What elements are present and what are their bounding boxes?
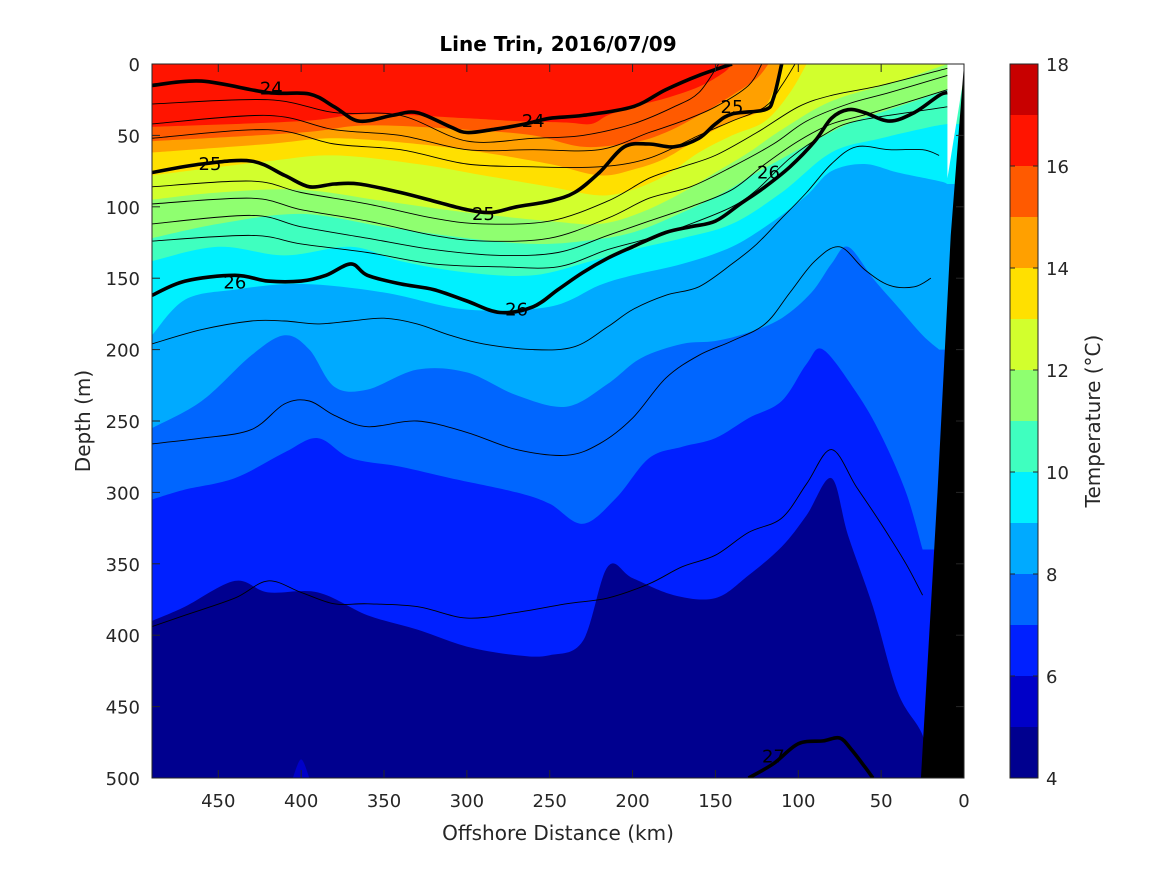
y-tick-label: 500: [106, 769, 140, 790]
y-axis: 0 50 100 150 200 250 300 350 400 450 500: [106, 55, 964, 790]
contour-label: 24: [260, 78, 283, 99]
colorbar-tick-label: 8: [1046, 565, 1057, 586]
x-tick-label: 200: [615, 791, 649, 812]
thin-density-contour: [152, 64, 763, 152]
colorbar-swatch: [1010, 574, 1038, 625]
x-tick-label: 450: [201, 791, 235, 812]
thin-density-contour: [152, 74, 948, 242]
colorbar-swatch: [1010, 166, 1038, 217]
thin-density-contour: [152, 106, 948, 269]
colorbar-swatch: [1010, 64, 1038, 115]
contour-label-group: 24 24 25 25 25 26 26 26 27: [199, 78, 785, 767]
y-tick-label: 400: [106, 626, 140, 647]
colorbar-swatch: [1010, 727, 1038, 778]
seafloor-mask: [920, 64, 964, 778]
thin-density-contour: [152, 449, 923, 628]
x-tick-label: 350: [367, 791, 401, 812]
y-tick-label: 200: [106, 341, 140, 362]
contour-label: 26: [505, 300, 528, 321]
density-contour-24: [152, 64, 733, 135]
x-tick-label: 0: [958, 791, 969, 812]
y-tick-label: 0: [129, 55, 140, 76]
y-tick-label: 50: [117, 126, 140, 147]
colorbar-tick-label: 6: [1046, 667, 1057, 688]
temperature-band-16: [152, 64, 964, 127]
thin-density-contour: [152, 246, 932, 456]
colorbar-tick-label: 14: [1046, 259, 1069, 280]
contour-label: 27: [762, 747, 785, 768]
colorbar-swatch: [1010, 217, 1038, 268]
thin-density-contour: [152, 145, 940, 351]
colorbar-tick-label: 16: [1046, 157, 1069, 178]
y-axis-label: Depth (m): [71, 370, 95, 472]
colorbar-frame: [1009, 63, 1039, 779]
bold-contour-group: [152, 64, 948, 778]
density-contour-25: [152, 64, 784, 215]
contour-label: 25: [199, 154, 222, 175]
colorbar-tick-label: 4: [1046, 769, 1057, 790]
colorbar-tick-label: 12: [1046, 361, 1069, 382]
mask-group: [920, 64, 964, 778]
colorbar-swatch: [1010, 421, 1038, 472]
x-tick-label: 400: [284, 791, 318, 812]
temperature-band-5: [292, 759, 310, 778]
y-tick-label: 100: [106, 198, 140, 219]
y-tick-label: 450: [106, 698, 140, 719]
colorbar-swatch: [1010, 115, 1038, 166]
contour-label: 26: [757, 163, 780, 184]
x-axis: 450 400 350 300 250 200 150 100 50 0: [201, 64, 970, 812]
chart-title: Line Trin, 2016/07/09: [439, 32, 676, 56]
thin-density-contour: [152, 64, 720, 143]
y-tick-label: 300: [106, 483, 140, 504]
colorbar: 4 6 8 10 12 14 16 18: [1009, 55, 1069, 790]
thin-density-contour: [152, 89, 948, 257]
contour-label: 25: [721, 97, 744, 118]
colorbar-swatch: [1010, 319, 1038, 370]
density-contour-27: [747, 735, 875, 778]
thin-density-contour: [152, 67, 948, 225]
colorbar-swatch: [1010, 268, 1038, 319]
colorbar-tick-label: 18: [1046, 55, 1069, 76]
contour-label: 24: [522, 111, 545, 132]
y-tick-label: 350: [106, 555, 140, 576]
y-tick-label: 150: [106, 269, 140, 290]
x-tick-label: 150: [698, 791, 732, 812]
colorbar-tick-label: 10: [1046, 463, 1069, 484]
y-tick-label: 250: [106, 412, 140, 433]
thin-contour-group: [152, 64, 948, 628]
x-tick-label: 100: [781, 791, 815, 812]
colorbar-swatch: [1010, 472, 1038, 523]
contour-label: 26: [223, 272, 246, 293]
x-axis-label: Offshore Distance (km): [442, 821, 674, 845]
colorbar-swatch: [1010, 523, 1038, 574]
thin-density-contour: [152, 64, 796, 168]
colorbar-swatch: [1010, 676, 1038, 727]
no-data-region: [947, 64, 964, 179]
contour-label: 25: [472, 204, 495, 225]
x-tick-label: 300: [450, 791, 484, 812]
x-tick-label: 50: [870, 791, 893, 812]
colorbar-swatch: [1010, 625, 1038, 676]
x-tick-label: 250: [533, 791, 567, 812]
colorbar-label: Temperature (°C): [1081, 335, 1105, 509]
colorbar-swatch: [1010, 370, 1038, 421]
density-contour-26: [152, 90, 948, 315]
